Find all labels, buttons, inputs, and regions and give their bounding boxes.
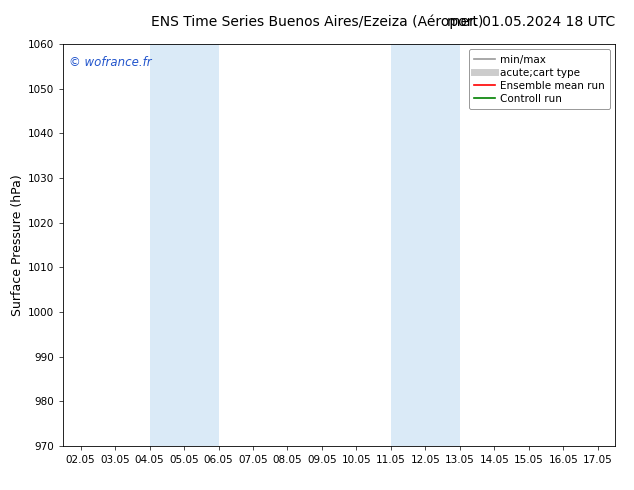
Y-axis label: Surface Pressure (hPa): Surface Pressure (hPa) xyxy=(11,174,24,316)
Text: © wofrance.fr: © wofrance.fr xyxy=(69,56,152,69)
Text: mer. 01.05.2024 18 UTC: mer. 01.05.2024 18 UTC xyxy=(447,15,615,29)
Bar xyxy=(150,44,219,446)
Bar xyxy=(391,44,460,446)
Text: ENS Time Series Buenos Aires/Ezeiza (Aéroport): ENS Time Series Buenos Aires/Ezeiza (Aér… xyxy=(151,15,483,29)
Legend: min/max, acute;cart type, Ensemble mean run, Controll run: min/max, acute;cart type, Ensemble mean … xyxy=(469,49,610,109)
